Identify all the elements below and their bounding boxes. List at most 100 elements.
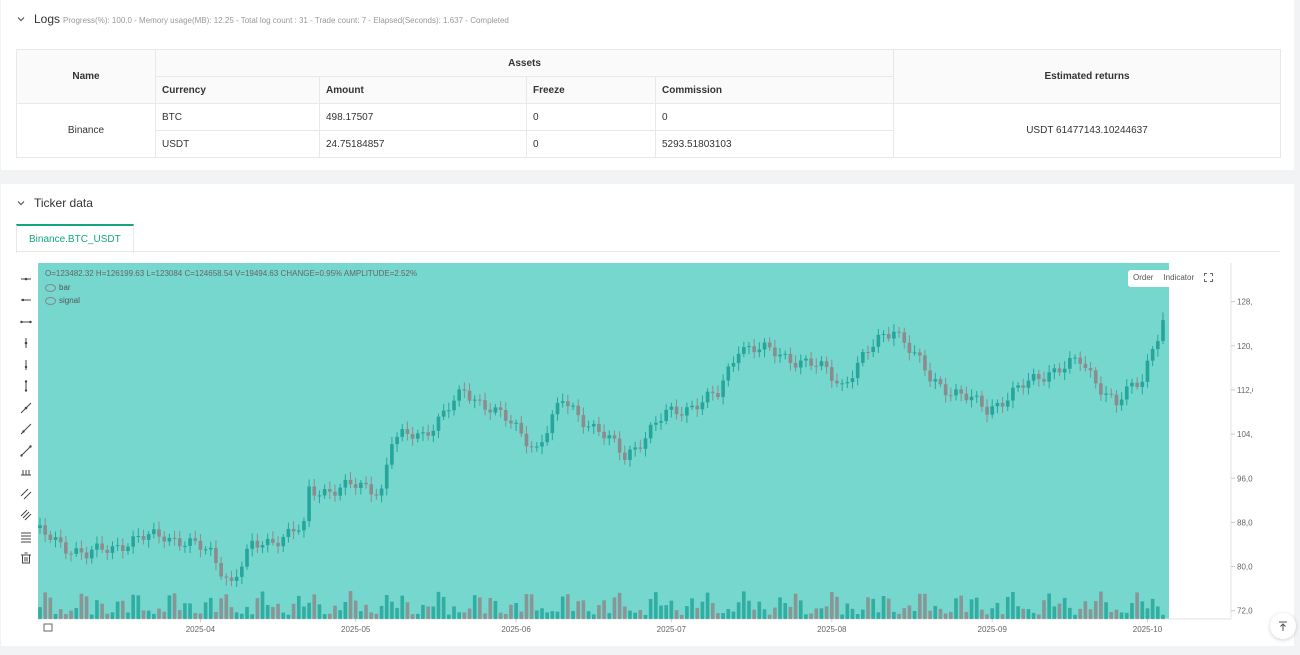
candle[interactable] [1140, 381, 1145, 388]
candle[interactable] [193, 538, 198, 541]
candle[interactable] [628, 449, 632, 460]
candle[interactable] [260, 545, 265, 548]
candle[interactable] [478, 399, 482, 401]
candle[interactable] [835, 380, 839, 384]
order-button[interactable]: Order [1133, 273, 1154, 282]
candle[interactable] [845, 382, 850, 384]
candle[interactable] [177, 538, 182, 547]
candle[interactable] [747, 346, 751, 348]
candle[interactable] [524, 433, 529, 447]
candle[interactable] [829, 367, 834, 381]
candle[interactable] [322, 489, 327, 496]
candle[interactable] [472, 399, 477, 401]
candle[interactable] [95, 543, 99, 550]
candle[interactable] [1109, 393, 1114, 395]
candle[interactable] [84, 552, 89, 559]
candle[interactable] [824, 361, 829, 368]
candle[interactable] [1011, 387, 1015, 401]
candle[interactable] [995, 402, 1000, 407]
candle[interactable] [529, 446, 534, 448]
candle[interactable] [74, 548, 79, 554]
candle[interactable] [219, 562, 223, 577]
candle[interactable] [379, 488, 384, 496]
candle[interactable] [503, 410, 508, 421]
candle[interactable] [741, 347, 746, 354]
candle[interactable] [64, 542, 68, 554]
candle[interactable] [534, 446, 539, 448]
candle[interactable] [840, 383, 844, 385]
candle[interactable] [302, 521, 306, 531]
candle[interactable] [881, 333, 886, 335]
candle[interactable] [255, 540, 260, 548]
candle[interactable] [923, 355, 927, 371]
candle[interactable] [773, 347, 777, 357]
candle[interactable] [933, 379, 938, 382]
candle[interactable] [141, 535, 146, 540]
candle[interactable] [545, 433, 549, 443]
candle[interactable] [990, 406, 995, 415]
candle[interactable] [105, 549, 110, 553]
fibonacci-lines-icon[interactable] [16, 526, 36, 548]
candle[interactable] [514, 422, 518, 424]
candle[interactable] [162, 536, 167, 542]
candle[interactable] [1062, 368, 1067, 373]
candle[interactable] [597, 423, 601, 432]
candle[interactable] [276, 542, 280, 547]
candle[interactable] [359, 482, 363, 488]
candle[interactable] [405, 429, 410, 434]
candle[interactable] [685, 407, 689, 416]
candle[interactable] [415, 433, 420, 439]
candle[interactable] [43, 525, 47, 535]
candle[interactable] [1083, 363, 1088, 369]
candle[interactable] [695, 405, 700, 410]
candle[interactable] [348, 479, 353, 485]
candle[interactable] [1099, 383, 1103, 395]
candle[interactable] [654, 422, 658, 425]
candle[interactable] [172, 537, 177, 539]
trend-line-icon[interactable] [16, 419, 36, 441]
candle[interactable] [509, 420, 513, 424]
candle[interactable] [110, 546, 115, 553]
candle[interactable] [1057, 368, 1062, 373]
candle[interactable] [364, 482, 368, 485]
candle[interactable] [690, 405, 694, 408]
candle[interactable] [762, 342, 767, 350]
price-line-icon[interactable] [16, 462, 36, 484]
candle[interactable] [250, 540, 254, 549]
trend-segment-icon[interactable] [16, 440, 36, 462]
candle[interactable] [954, 389, 958, 396]
candle[interactable] [876, 334, 881, 347]
candle[interactable] [1026, 380, 1031, 388]
candle[interactable] [410, 433, 415, 439]
candle[interactable] [58, 537, 63, 543]
candle[interactable] [949, 395, 953, 397]
candle[interactable] [850, 378, 855, 383]
candle[interactable] [617, 438, 622, 453]
legend-bar[interactable]: bar [45, 283, 71, 292]
candle[interactable] [317, 495, 322, 497]
candle[interactable] [679, 414, 684, 416]
candle[interactable] [115, 545, 120, 547]
candle[interactable] [788, 353, 793, 363]
candle[interactable] [550, 414, 555, 434]
candle[interactable] [1093, 370, 1098, 384]
candle[interactable] [400, 429, 405, 437]
candle[interactable] [452, 400, 456, 411]
candle[interactable] [566, 401, 570, 407]
candle[interactable] [943, 384, 948, 396]
candle[interactable] [369, 484, 374, 495]
trend-ray-icon[interactable] [16, 397, 36, 419]
candle[interactable] [716, 393, 720, 398]
eye-icon[interactable] [45, 283, 56, 292]
candle[interactable] [1161, 320, 1165, 342]
candle[interactable] [804, 358, 808, 361]
candle[interactable] [296, 530, 301, 532]
chevron-down-icon[interactable] [16, 14, 26, 24]
candle[interactable] [892, 331, 896, 339]
candle[interactable] [560, 401, 565, 403]
candle[interactable] [286, 528, 291, 537]
candle[interactable] [571, 405, 575, 407]
candle[interactable] [659, 421, 663, 423]
candle[interactable] [576, 405, 581, 416]
candle[interactable] [783, 353, 788, 355]
